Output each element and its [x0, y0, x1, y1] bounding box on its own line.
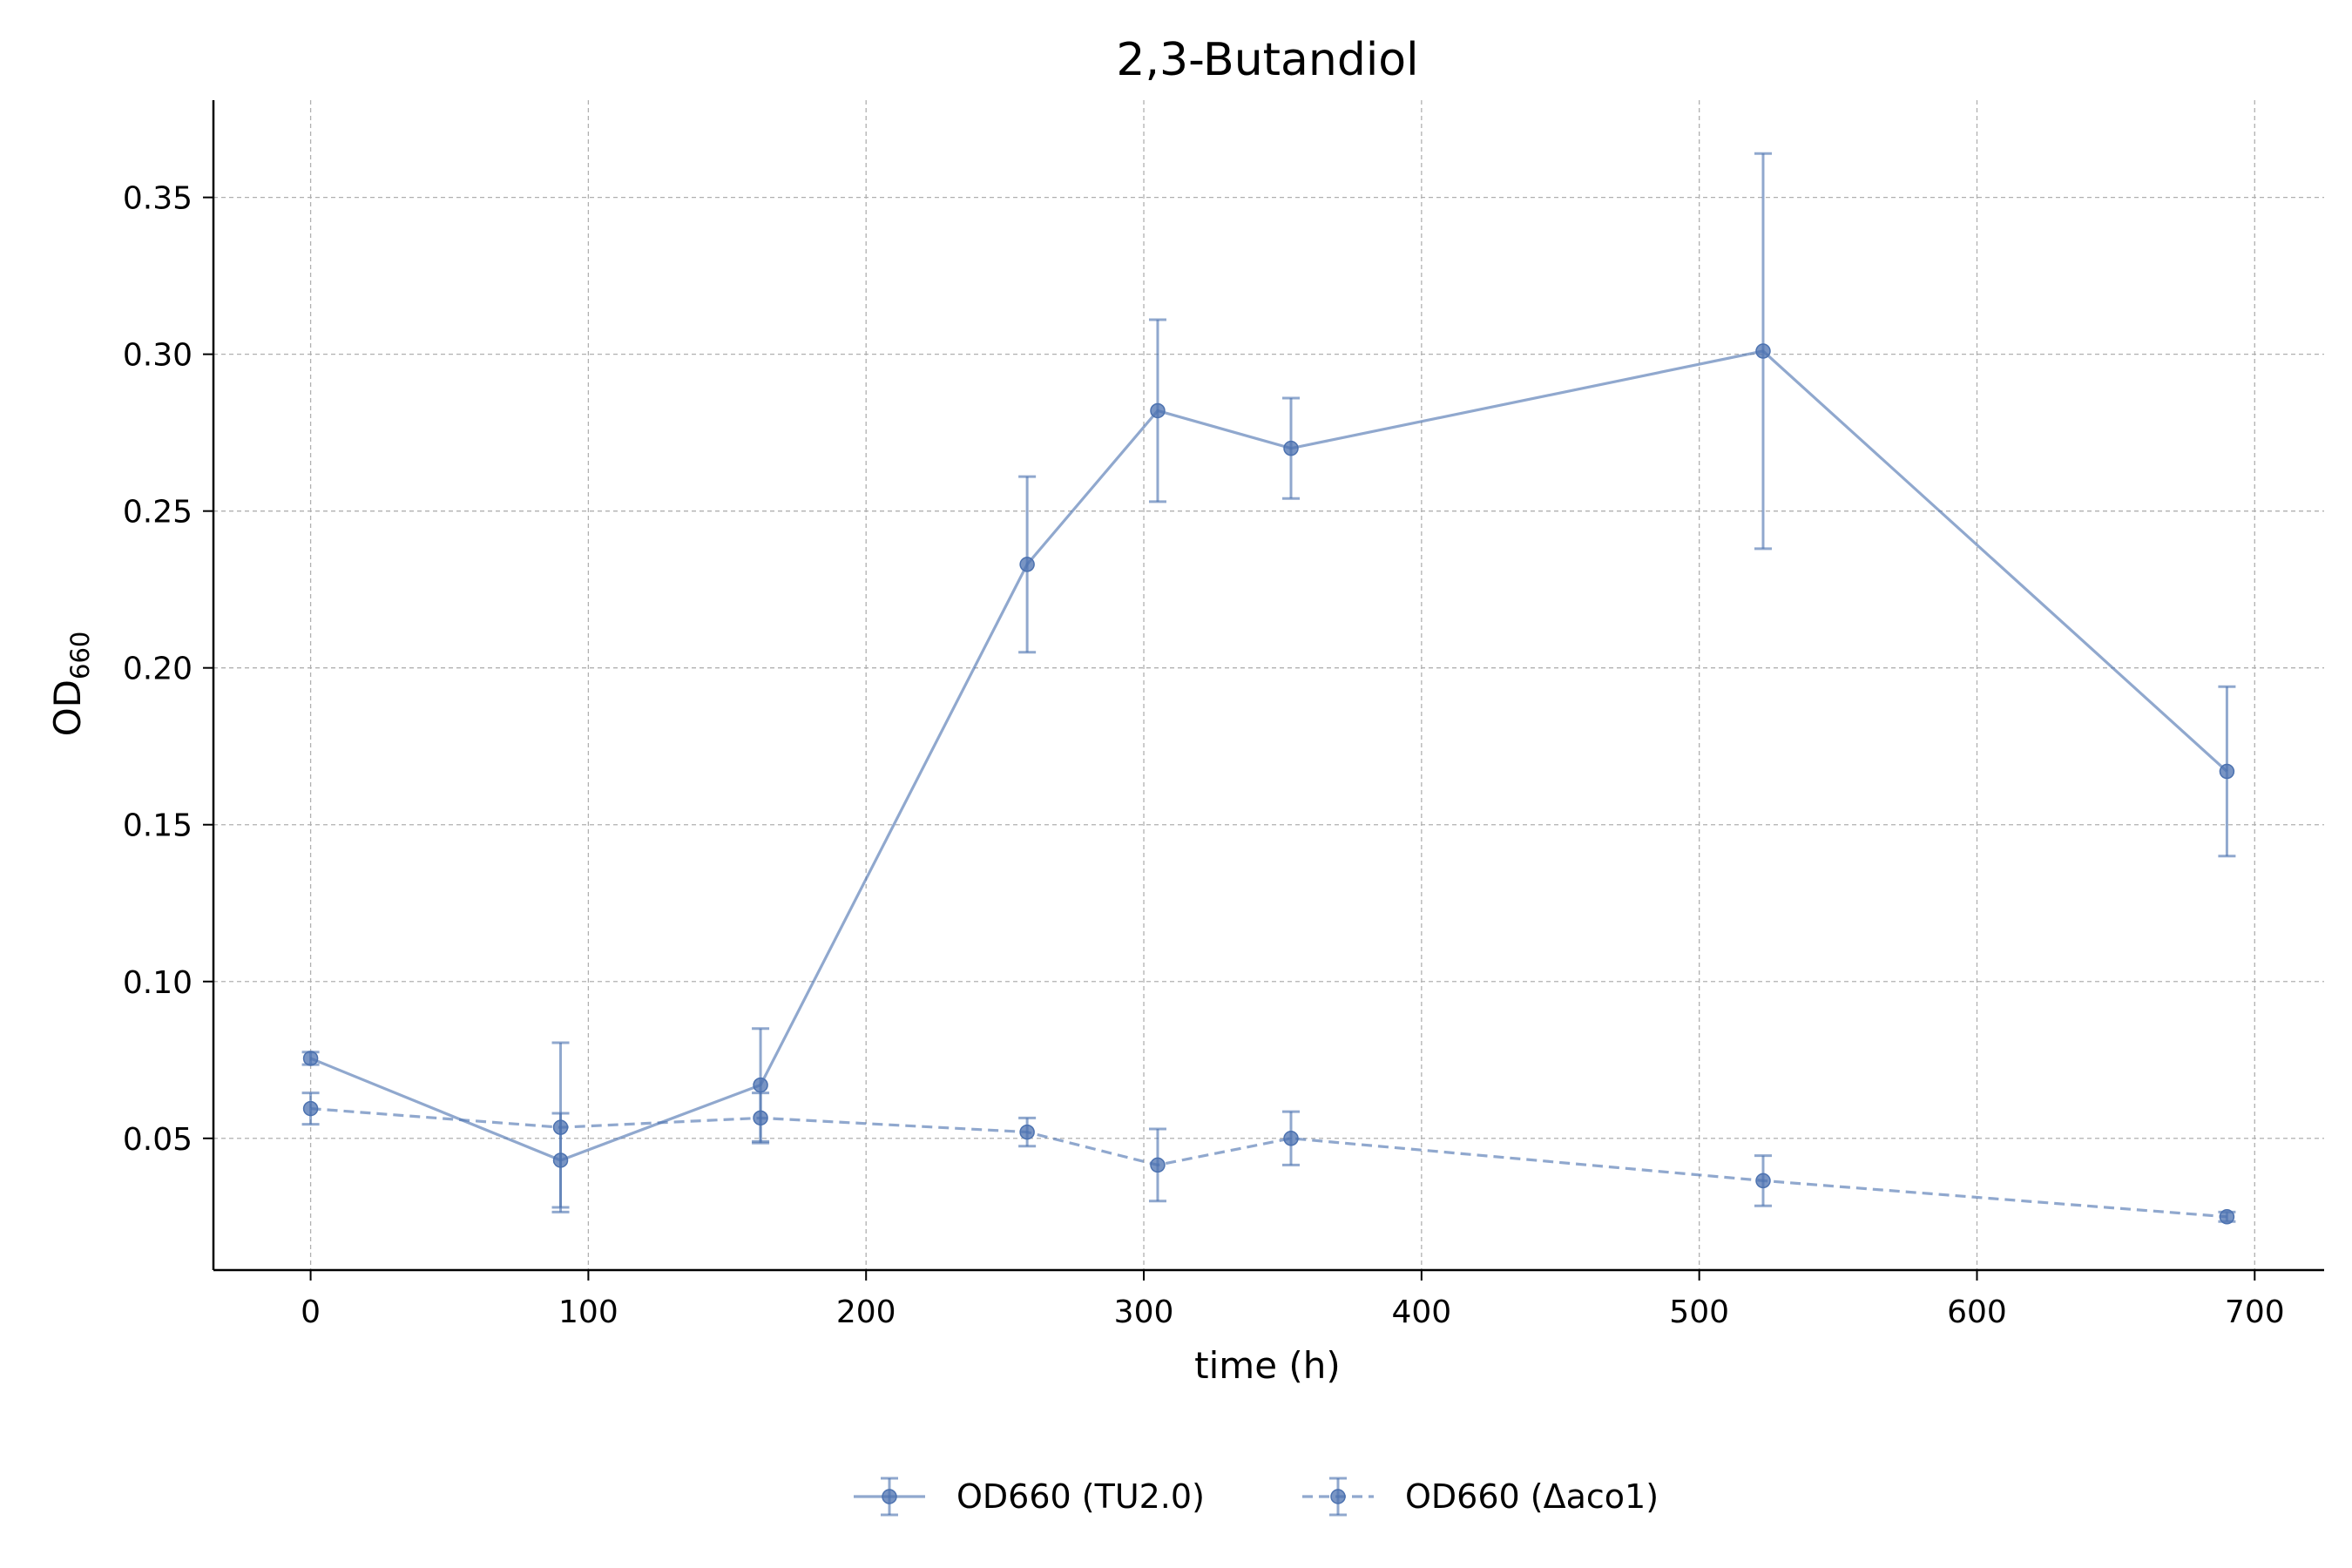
y-axis-label-main: OD	[46, 679, 89, 736]
y-axis-label: OD660	[46, 632, 95, 737]
data-point	[302, 1051, 319, 1066]
chart-title: 2,3-Butandiol	[1116, 34, 1418, 86]
y-tick-label: 0.30	[123, 338, 193, 374]
grid	[213, 100, 2324, 1270]
y-tick-label: 0.10	[123, 965, 193, 1001]
data-point	[753, 1110, 768, 1126]
y-tick-label: 0.15	[123, 808, 193, 844]
x-tick-label: 700	[2225, 1294, 2285, 1330]
legend-label: OD660 (Δaco1)	[1405, 1477, 1659, 1516]
series-1	[301, 152, 2236, 1209]
legend-marker	[882, 1489, 897, 1504]
x-axis-ticks: 0 100 200 300 400 500 600 700	[301, 1270, 2285, 1330]
y-axis-label-subscript: 660	[65, 632, 95, 679]
y-tick-label: 0.05	[123, 1122, 193, 1158]
x-tick-label: 200	[836, 1294, 896, 1330]
axes	[212, 100, 2324, 1272]
data-point	[2219, 1209, 2235, 1225]
data-point	[302, 1100, 319, 1117]
y-tick-label: 0.25	[123, 495, 193, 531]
y-tick-label: 0.20	[123, 652, 193, 687]
x-tick-label: 0	[301, 1294, 321, 1330]
data-point	[1150, 1157, 1166, 1173]
legend-marker	[1330, 1489, 1346, 1504]
legend-item-1: OD660 (TU2.0)	[854, 1477, 1205, 1517]
x-tick-label: 300	[1114, 1294, 1174, 1330]
data-point	[1283, 440, 1299, 456]
data-point	[1283, 1131, 1299, 1146]
series-layer	[301, 152, 2236, 1225]
data-point	[1019, 557, 1035, 572]
data-point	[1755, 1173, 1771, 1189]
x-tick-label: 500	[1669, 1294, 1729, 1330]
data-point	[753, 1077, 768, 1093]
legend-item-2: OD660 (Δaco1)	[1302, 1477, 1659, 1517]
x-tick-label: 100	[558, 1294, 618, 1330]
legend-label: OD660 (TU2.0)	[956, 1477, 1205, 1516]
series-2	[301, 1041, 2236, 1225]
series-line	[310, 1106, 2227, 1219]
data-point	[1755, 343, 1771, 359]
legend: OD660 (TU2.0) OD660 (Δaco1)	[854, 1477, 1659, 1517]
series-line	[309, 349, 2228, 1162]
data-point	[552, 1119, 569, 1135]
data-point	[1019, 1124, 1035, 1140]
y-tick-label: 0.35	[123, 181, 193, 217]
x-tick-label: 600	[1947, 1294, 2007, 1330]
x-tick-label: 400	[1391, 1294, 1451, 1330]
y-axis-ticks: 0.05 0.10 0.15 0.20 0.25 0.30 0.35	[123, 181, 213, 1158]
data-point	[1150, 402, 1166, 419]
x-axis-label: time (h)	[1194, 1344, 1341, 1387]
data-point	[2219, 763, 2235, 780]
